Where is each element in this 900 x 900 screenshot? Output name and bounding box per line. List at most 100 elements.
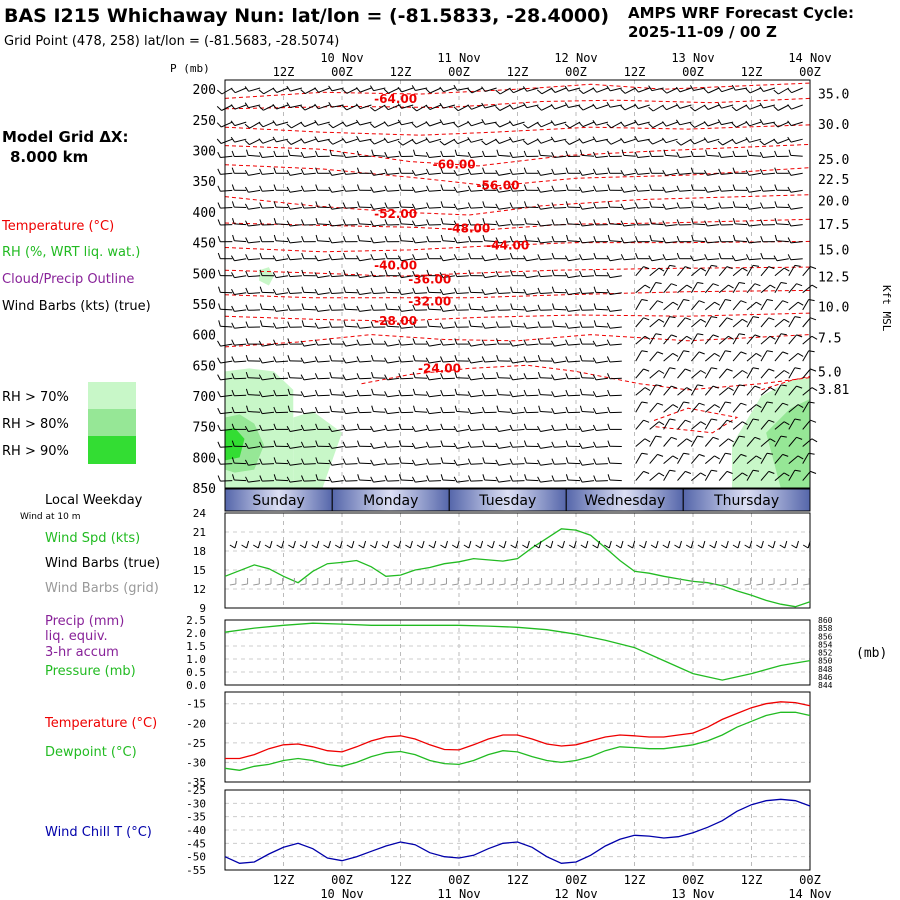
rh-region: [225, 427, 245, 461]
wind-barb-true: [667, 540, 671, 549]
wind-barb-flag: [620, 121, 625, 127]
wind-barb-staff: [526, 462, 539, 465]
wind-barb-staff: [373, 154, 386, 157]
wind-barb-flag: [426, 458, 430, 465]
wind-barb-flag: [783, 370, 790, 374]
wind-barb-true: [416, 544, 423, 549]
wind-barb-staff: [677, 317, 686, 328]
wind-barb-flag: [537, 220, 541, 227]
wind-barb-staff: [802, 401, 810, 413]
wind-barb-flag: [454, 321, 458, 328]
wind-barb-flag: [671, 436, 678, 440]
wind-barb-flag: [301, 303, 305, 310]
panel-tick-label: -30: [186, 797, 206, 810]
wind-barb-flag: [787, 203, 792, 210]
wind-barb-flag: [510, 286, 513, 293]
wind-barb-flag: [371, 371, 374, 378]
wind-barb-flag: [649, 184, 653, 191]
wind-barb-staff: [746, 283, 756, 294]
wind-barb-flag: [355, 87, 361, 93]
wind-barb-flag: [383, 121, 389, 127]
wind-barb-flag: [607, 184, 611, 191]
wind-barb-flag: [728, 387, 734, 392]
wind-barb-flag: [440, 150, 444, 157]
wind-barb-flag: [314, 339, 319, 346]
wind-barb-flag: [315, 457, 319, 464]
panel-tick-label: 21: [193, 526, 206, 539]
wind-barb-staff: [220, 446, 233, 448]
wind-barb-staff: [234, 377, 247, 380]
wind-barb-staff: [275, 479, 289, 482]
wind-barb-flag: [718, 219, 722, 226]
wind-barb-grid: [791, 583, 798, 586]
wind-barb-flag: [259, 320, 263, 327]
wind-barb-staff: [331, 292, 344, 294]
wind-barb-flag: [620, 203, 625, 210]
wind-barb-staff: [788, 301, 799, 311]
wind-barb-flag: [810, 470, 817, 474]
wind-barb-flag: [551, 168, 555, 175]
wind-barb-flag: [644, 438, 651, 443]
wind-barb-flag: [328, 203, 333, 210]
wind-barb-flag: [578, 476, 583, 483]
wind-barb-flag: [286, 85, 291, 92]
isotherm-line: [224, 164, 811, 187]
wind-barb-staff: [415, 463, 428, 466]
wind-barb-flag: [704, 203, 708, 210]
panel-tick-label: 24: [193, 507, 207, 520]
wind-barb-staff: [540, 428, 553, 432]
wind-barb-flag: [453, 203, 458, 210]
wind-barb-flag: [537, 186, 541, 193]
wind-barb-flag: [439, 86, 444, 93]
wind-barb-staff: [718, 266, 728, 277]
wind-barb-staff: [317, 275, 330, 279]
top-hour-label: 00Z: [799, 65, 821, 79]
wind-barb-flag: [689, 122, 695, 128]
wind-barb-flag: [217, 374, 221, 381]
wind-barb-staff: [498, 480, 511, 483]
wind-barb-flag: [662, 121, 667, 127]
wind-barb-staff: [582, 446, 595, 449]
wind-barb-staff: [554, 207, 567, 209]
cloud-outline-legend: Cloud/Precip Outline: [2, 272, 134, 287]
wind-barb-grid: [604, 583, 611, 586]
wind-barb-staff: [262, 463, 275, 465]
wind-barb-staff: [276, 104, 289, 110]
pressure-unit-label: (mb): [856, 646, 887, 661]
wind-barb-flag: [286, 102, 291, 108]
wind-barb-flag: [273, 339, 277, 346]
wind-barb-flag: [662, 237, 666, 244]
wind-barb-flag: [728, 284, 734, 289]
wind-barb-staff: [568, 223, 581, 226]
wind-barb-flag: [273, 184, 277, 191]
wind-barb-flag: [606, 101, 611, 108]
wind-barb-flag: [245, 220, 249, 227]
wind-barb-flag: [468, 320, 472, 327]
wind-barbs: [216, 84, 818, 483]
wind-barb-staff: [568, 87, 581, 92]
wind-barb-staff: [331, 224, 344, 227]
wind-barb-staff: [802, 284, 813, 294]
wind-barb-flag: [551, 236, 555, 242]
wind-barb-flag: [357, 440, 360, 447]
wind-barb-staff: [540, 446, 553, 449]
wind-barb-staff: [596, 121, 609, 126]
wind-barb-flag: [231, 389, 235, 396]
wind-barb-staff: [679, 87, 692, 93]
wind-barb-staff: [623, 207, 636, 210]
wind-barb-flag: [398, 440, 402, 447]
wind-barb-flag: [453, 106, 459, 112]
wind-barb-staff: [777, 121, 790, 128]
wind-barb-flag: [711, 316, 718, 319]
wind-barb-true: [597, 540, 601, 549]
wind-barb-flag: [780, 384, 787, 387]
bottom-hour-label: 00Z: [448, 873, 470, 887]
wind-barb-flag: [273, 474, 277, 481]
wind-barb-staff: [707, 258, 720, 261]
wind-barb-staff: [471, 121, 483, 127]
wind-barb-staff: [512, 308, 525, 311]
wind-barb-staff: [677, 335, 688, 345]
wind-barb-flag: [411, 459, 416, 466]
wind-barb-flag: [593, 202, 597, 209]
panel-tick-label: -50: [186, 851, 206, 864]
